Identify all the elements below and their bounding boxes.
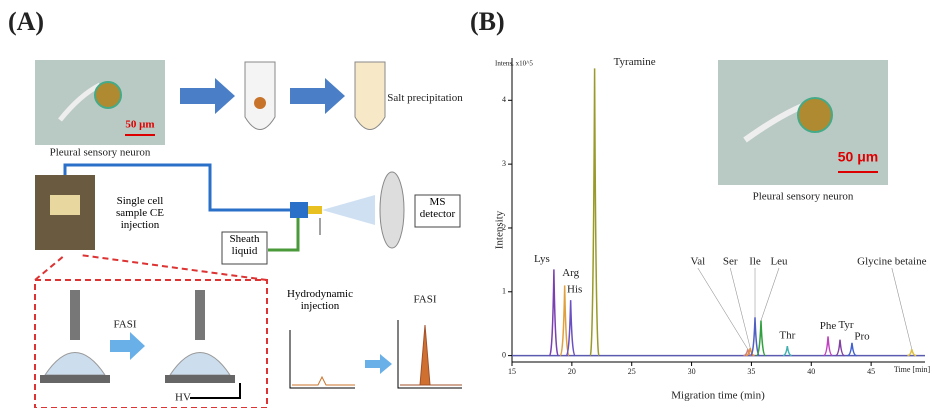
- y-tick-label: 4: [502, 95, 506, 104]
- peak-label: Pro: [854, 330, 870, 342]
- x-tick-label: 40: [807, 367, 815, 376]
- panel-label: (B): [470, 7, 505, 36]
- y-tick-label: 0: [502, 350, 506, 359]
- peak: [847, 342, 857, 357]
- peak: [823, 336, 833, 357]
- y-unit-label: Intens. x10^5: [495, 60, 533, 68]
- capillary-end: [70, 290, 80, 340]
- inset-caption: Pleural sensory neuron: [753, 191, 854, 203]
- peak: [559, 285, 570, 357]
- capillary: [63, 163, 290, 212]
- peak: [756, 320, 766, 357]
- hv-label: HV: [175, 392, 191, 404]
- injection-drop: [50, 195, 80, 215]
- sheath-box: [221, 231, 268, 265]
- peak-label: Glycine betaine: [857, 256, 926, 268]
- capillary-end: [195, 290, 205, 340]
- peak-label: Thr: [779, 330, 795, 342]
- peak-label: Arg: [562, 267, 579, 279]
- sprayer: [290, 202, 308, 218]
- hv-wire: [190, 383, 241, 399]
- tip: [308, 206, 322, 214]
- peak: [907, 349, 917, 357]
- leader-line: [697, 267, 749, 350]
- zoom-line: [34, 254, 66, 281]
- scale-bar: 50 μm: [125, 119, 154, 131]
- ms-box: [414, 194, 461, 228]
- fasi-plot-label: FASI: [413, 294, 436, 306]
- neuron-caption: Pleural sensory neuron: [50, 147, 151, 159]
- arrow: [110, 332, 145, 360]
- hydro-label: Hydrodynamic injection: [287, 288, 353, 312]
- inset-scale: 50 μm: [838, 149, 878, 165]
- x-tick-label: 20: [568, 367, 576, 376]
- peak-label: Tyramine: [614, 56, 656, 68]
- droplet: [169, 352, 231, 376]
- peak: [749, 317, 761, 357]
- mini-peak: [400, 324, 462, 386]
- peak-label: Ser: [723, 256, 738, 268]
- spray: [322, 195, 375, 225]
- sheath-label-box: Sheath liquid: [229, 233, 260, 257]
- x-tick-label: 25: [628, 367, 636, 376]
- x-end-label: Time [min]: [894, 365, 931, 374]
- x-tick-label: 30: [688, 367, 696, 376]
- plate: [40, 375, 110, 383]
- x-tick-label: 15: [508, 367, 516, 376]
- fasi-arrow-label: FASI: [113, 319, 136, 331]
- zoom-line: [79, 254, 268, 281]
- peak: [835, 339, 845, 357]
- cell-dot: [254, 97, 266, 109]
- arrow: [290, 78, 345, 114]
- peak: [548, 269, 560, 357]
- peak-label: Leu: [770, 256, 788, 268]
- droplet: [44, 352, 106, 376]
- y-axis-label: Intensity: [494, 210, 506, 249]
- zoom-box: [34, 279, 268, 409]
- tube: [244, 61, 276, 130]
- peak: [589, 68, 600, 357]
- mini-trace: [292, 375, 355, 386]
- ms-label: MS detector: [419, 196, 456, 220]
- x-axis-label: Migration time (min): [671, 390, 765, 402]
- neuron-body: [94, 81, 122, 109]
- peak-label: His: [567, 284, 582, 296]
- leader-line: [729, 267, 751, 349]
- mini-axis: [289, 330, 355, 389]
- injection-label: Single cell sample CE injection: [116, 195, 164, 231]
- y-tick-label: 3: [502, 159, 506, 168]
- peak-label: Lys: [534, 253, 550, 265]
- peak-label: Ile: [749, 256, 761, 268]
- leader-line: [891, 267, 913, 350]
- plot: 15 20 25 30 35 40 45 0 1 2 3 4 Lys Arg His Tyramine Val S…: [502, 56, 927, 376]
- x-tick-label: 35: [747, 367, 755, 376]
- panel-label: (A): [8, 7, 44, 36]
- x-tick-label: 45: [867, 367, 875, 376]
- mini-axis: [397, 320, 462, 389]
- y-tick-label: 1: [502, 287, 506, 296]
- y-tick-label: 2: [502, 223, 506, 232]
- tube: [354, 61, 386, 130]
- sheath-label: Sheath liquid: [229, 233, 260, 257]
- arrow: [180, 78, 235, 114]
- sheath-line: [268, 218, 300, 252]
- leader-line: [760, 267, 780, 321]
- hydro-label-box: Hydrodynamic injection: [287, 288, 353, 312]
- plate: [165, 375, 235, 383]
- inset-body: [797, 97, 833, 133]
- peak-label: Phe: [820, 320, 837, 332]
- ms-label-box: MS detector: [419, 196, 456, 220]
- ms-detector: [379, 171, 405, 249]
- peak: [782, 345, 792, 357]
- peak-label: Tyr: [838, 319, 853, 331]
- injection-label-box: Single cell sample CE injection: [116, 195, 164, 231]
- arrow: [365, 354, 392, 374]
- salt-label: Salt precipitation: [387, 92, 463, 104]
- peak: [565, 300, 576, 357]
- peak-label: Val: [690, 256, 705, 268]
